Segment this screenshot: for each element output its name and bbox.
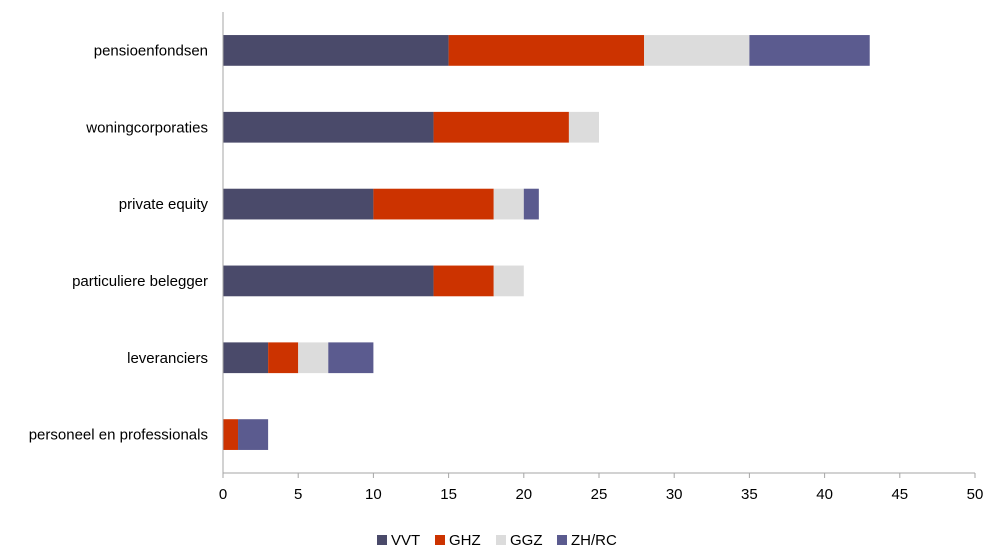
bar-segment — [328, 342, 374, 374]
bar-segment — [433, 111, 569, 143]
legend-label: GGZ — [510, 532, 543, 548]
x-axis-ticks: 0 5 10 15 20 25 30 35 40 45 50 — [219, 473, 984, 503]
bar-segment — [373, 188, 494, 220]
bar-segment — [298, 342, 329, 374]
bar-segment — [223, 35, 449, 66]
bar-segment — [644, 35, 750, 66]
legend-swatch — [557, 535, 567, 545]
x-tick-label: 40 — [816, 486, 833, 503]
x-tick-label: 30 — [666, 486, 683, 503]
bar-segment — [749, 35, 870, 66]
category-labels: pensioenfondsen woningcorporaties private … — [29, 42, 209, 443]
legend-swatch — [377, 535, 387, 545]
bar-segment — [493, 265, 524, 297]
x-tick-label: 15 — [440, 486, 457, 503]
x-tick-label: 50 — [967, 486, 984, 503]
category-label: pensioenfondsen — [94, 42, 208, 59]
x-tick-label: 5 — [294, 486, 302, 503]
category-label: leveranciers — [127, 350, 208, 367]
x-tick-label: 45 — [891, 486, 908, 503]
bar-segment — [223, 342, 269, 374]
bar-segment — [493, 188, 524, 220]
legend-label: GHZ — [449, 532, 481, 548]
bar-segment — [223, 265, 434, 297]
bars-group — [223, 35, 870, 450]
category-label: personeel en professionals — [29, 427, 208, 444]
legend-label: VVT — [391, 532, 420, 548]
bar-segment — [523, 188, 539, 220]
category-label: private equity — [119, 196, 209, 213]
bar-segment — [223, 188, 374, 220]
bar-segment — [448, 35, 645, 66]
bar-segment — [223, 111, 434, 143]
bar-segment — [238, 419, 269, 450]
legend-label: ZH/RC — [571, 532, 617, 548]
x-tick-label: 35 — [741, 486, 758, 503]
category-label: particuliere belegger — [72, 273, 208, 290]
legend: VVT GHZ GGZ ZH/RC — [377, 532, 617, 548]
legend-swatch — [435, 535, 445, 545]
x-tick-label: 25 — [591, 486, 608, 503]
x-tick-label: 20 — [515, 486, 532, 503]
bar-segment — [223, 419, 239, 450]
bar-segment — [568, 111, 599, 143]
x-tick-label: 10 — [365, 486, 382, 503]
legend-swatch — [496, 535, 506, 545]
bar-segment — [268, 342, 299, 374]
category-label: woningcorporaties — [85, 119, 208, 136]
bar-segment — [433, 265, 494, 297]
x-tick-label: 0 — [219, 486, 227, 503]
